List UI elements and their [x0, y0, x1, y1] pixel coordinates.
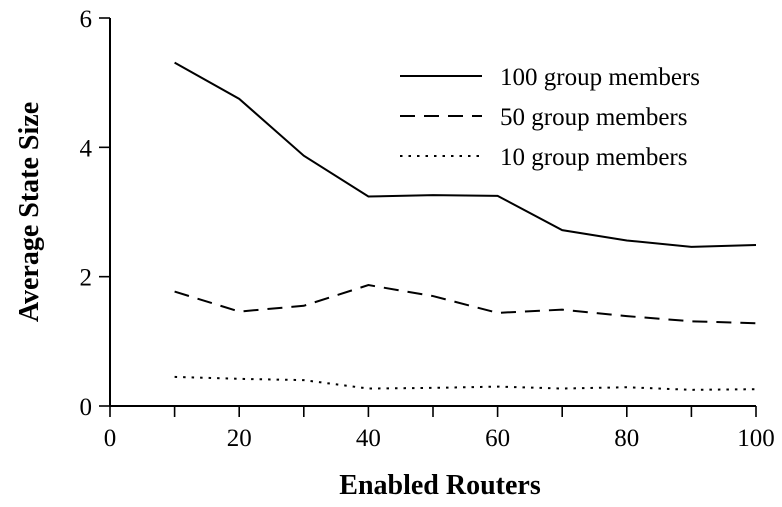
series-3-point	[690, 389, 692, 391]
x-axis-ticks: 0 20 40 60 80 100	[104, 406, 775, 452]
legend: 100 group members 50 group members 10 grou…	[400, 64, 700, 171]
series-line-2	[174, 284, 757, 325]
series-3-point	[561, 388, 563, 390]
series-line-1	[174, 61, 757, 248]
x-tick-label: 0	[104, 425, 117, 452]
series-3-point	[755, 388, 757, 390]
series-layer	[174, 61, 757, 391]
series-2-point	[690, 320, 692, 322]
x-tick-label: 100	[737, 425, 775, 452]
legend-label-1: 100 group members	[500, 64, 700, 91]
series-3-point	[367, 388, 369, 390]
y-tick-label: 2	[80, 265, 93, 292]
x-axis-title: Enabled Routers	[339, 470, 541, 501]
x-tick-label: 60	[485, 425, 510, 452]
y-axis-title: Average State Size	[14, 102, 45, 322]
y-tick-label: 4	[80, 135, 93, 162]
legend-label-2: 50 group members	[500, 104, 687, 131]
series-line-3	[174, 375, 757, 391]
series-2-point	[497, 312, 499, 314]
x-tick-label: 80	[614, 425, 639, 452]
legend-label-3: 10 group members	[500, 144, 687, 171]
series-3-point	[238, 378, 240, 380]
series-3-point	[432, 387, 434, 389]
y-axis-ticks: 0 2 4 6	[80, 6, 110, 421]
y-tick-label: 6	[80, 6, 93, 33]
y-tick-label: 0	[80, 394, 93, 421]
x-tick-label: 20	[227, 425, 252, 452]
x-tick-label: 40	[356, 425, 381, 452]
series-2-point	[238, 311, 240, 313]
